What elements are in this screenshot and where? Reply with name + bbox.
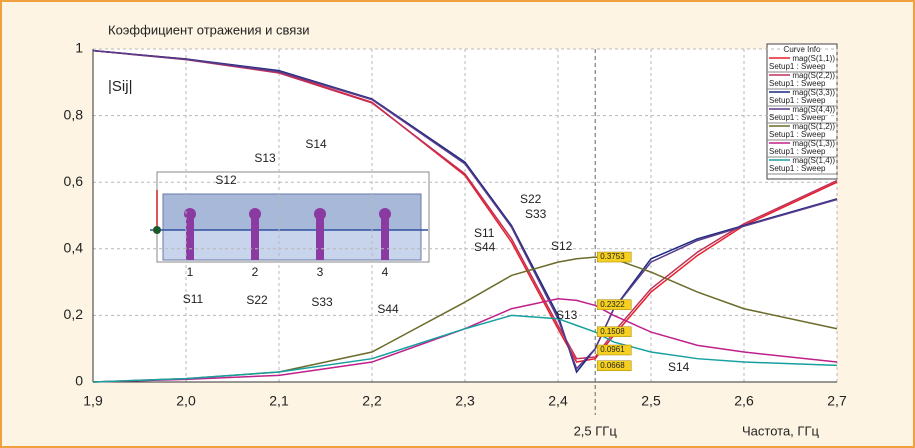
- port-label: 4: [382, 265, 389, 279]
- marker-value: 0.0961: [600, 345, 625, 354]
- curve-annotation: S22: [520, 192, 542, 206]
- inset-annotation: S33: [311, 295, 333, 309]
- x-tick-label: 2,5: [641, 393, 661, 409]
- curve-annotation: S11: [474, 226, 495, 240]
- y-tick-label: 0: [75, 373, 83, 389]
- inset-origin: [153, 226, 161, 234]
- marker-value: 0.3753: [600, 252, 625, 261]
- curve-annotation: S44: [474, 240, 496, 254]
- legend-sublabel: Setup1 : Sweep: [769, 62, 826, 71]
- inset-annotation: S14: [305, 137, 327, 151]
- inset-annotation: S13: [254, 151, 276, 165]
- x-tick-label: 2,1: [269, 393, 289, 409]
- x-tick-label: 2,0: [176, 393, 196, 409]
- x-tick-label: 2,4: [548, 393, 568, 409]
- x-tick-label: 2,7: [827, 393, 847, 409]
- marker-label: 2,5 ГГц: [574, 423, 618, 438]
- y-tick-label: 0,4: [64, 240, 84, 256]
- inset-annotation: S44: [377, 302, 399, 316]
- legend-sublabel: Setup1 : Sweep: [769, 79, 826, 88]
- legend-sublabel: Setup1 : Sweep: [769, 113, 826, 122]
- probe-head: [314, 208, 326, 220]
- probe-head: [379, 208, 391, 220]
- marker-value: 0.2322: [600, 300, 625, 309]
- y-axis-label: |Sij|: [108, 78, 132, 95]
- port-label: 3: [317, 265, 324, 279]
- legend: Curve Info mag(S(1,1))Setup1 : Sweepmag(…: [767, 44, 837, 179]
- chart: Коэффициент отражения и связи |Sij| Част…: [0, 0, 915, 448]
- legend-sublabel: Setup1 : Sweep: [769, 164, 826, 173]
- curve-annotation: S13: [556, 308, 578, 322]
- y-tick-label: 0,8: [64, 106, 84, 122]
- legend-sublabel: Setup1 : Sweep: [769, 96, 826, 105]
- legend-sublabel: Setup1 : Sweep: [769, 130, 826, 139]
- port-label: 1: [187, 265, 194, 279]
- y-tick-label: 0,6: [64, 173, 84, 189]
- x-axis-label: Частота, ГГц: [742, 423, 819, 438]
- curve-annotation: S12: [551, 239, 573, 253]
- x-tick-label: 2,2: [362, 393, 382, 409]
- y-tick-label: 0,2: [64, 306, 84, 322]
- port-label: 2: [252, 265, 259, 279]
- y-tick-label: 1: [75, 40, 83, 56]
- inset-annotation: S22: [246, 293, 268, 307]
- inset-annotation: S11: [183, 292, 204, 306]
- x-tick-label: 1,9: [83, 393, 103, 409]
- x-tick-label: 2,6: [734, 393, 754, 409]
- inset-annotation: S12: [215, 173, 237, 187]
- curve-annotation: S14: [668, 360, 690, 374]
- marker-value: 0.0668: [600, 361, 625, 370]
- probe-head: [249, 208, 261, 220]
- curve-annotation: S33: [525, 207, 547, 221]
- legend-sublabel: Setup1 : Sweep: [769, 147, 826, 156]
- marker-value: 0.1508: [600, 327, 625, 336]
- chart-title: Коэффициент отражения и связи: [108, 22, 310, 37]
- legend-title: Curve Info: [784, 45, 821, 54]
- x-tick-label: 2,3: [455, 393, 475, 409]
